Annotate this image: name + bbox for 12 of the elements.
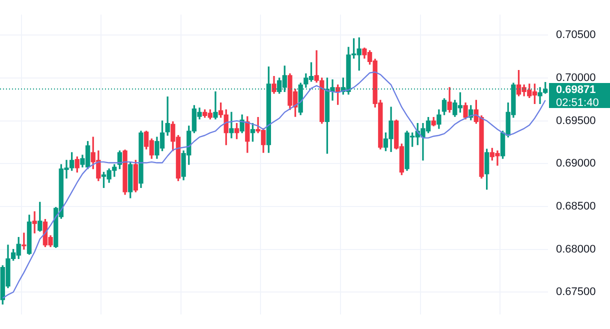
ref-line-label: 0.69871 — [556, 84, 596, 96]
y-tick-label: 0.68000 — [556, 243, 596, 256]
y-tick-label: 0.67500 — [556, 286, 596, 298]
y-tick-label: 0.68500 — [556, 200, 596, 213]
text: 02:51:40 — [556, 97, 599, 110]
y-tick-label: 0.69000 — [556, 158, 596, 170]
y-tick-label: 0.69500 — [556, 114, 596, 127]
candlestick — [229, 112, 234, 138]
y-tick-label: 0.70000 — [556, 72, 596, 84]
candlestick — [213, 91, 218, 120]
candlestick — [22, 232, 26, 250]
y-tick-label: 0.70500 — [556, 29, 596, 42]
